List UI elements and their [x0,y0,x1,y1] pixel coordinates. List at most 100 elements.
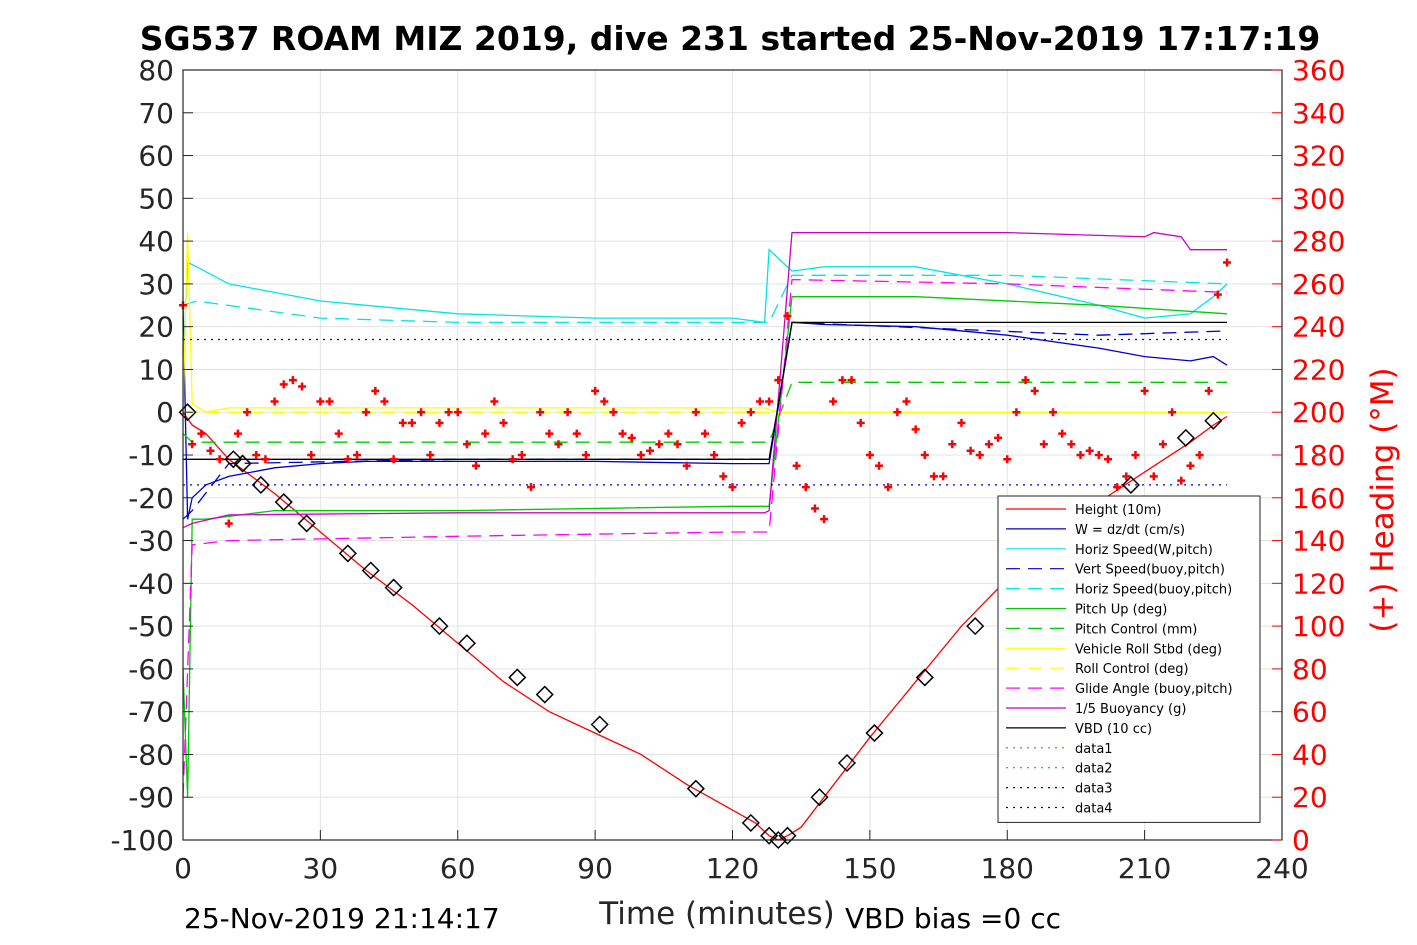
heading-point [1122,472,1131,481]
heading-point [929,472,938,481]
legend-entry: Vehicle Roll Stbd (deg) [1075,642,1222,657]
y-right-tick-label: 140 [1292,525,1345,558]
x-tick-label: 60 [440,852,476,885]
heading-point [188,440,197,449]
heading-point [1186,461,1195,470]
heading-point [682,461,691,470]
x-axis-ticks: 0 30 60 90 120 150 180 210 240 [174,830,1309,885]
heading-point [600,397,609,406]
y-right-tick-label: 160 [1292,482,1345,515]
chart-title: SG537 ROAM MIZ 2019, dive 231 started 25… [140,19,1321,58]
y-right-tick-label: 280 [1292,225,1345,258]
waypoint-marker [457,634,476,653]
heading-point [994,433,1003,442]
heading-point [1094,451,1103,459]
heading-point [865,451,874,459]
waypoint-marker [274,492,293,512]
legend-entry: data1 [1075,742,1113,757]
heading-point [1085,446,1094,455]
heading-point [1058,429,1067,438]
y-left-tick-label: -50 [128,610,174,643]
heading-point [829,397,838,406]
heading-point [719,472,728,481]
y-right-tick-label: 80 [1292,653,1328,686]
heading-point [398,418,407,427]
y-left-tick-label: -30 [128,525,174,558]
waypoint-marker [361,561,380,580]
heading-point [893,408,902,417]
heading-point [325,397,334,406]
heading-point [591,386,600,395]
series-line-11 [183,321,1227,460]
heading-point [856,418,865,427]
x-tick-label: 240 [1255,852,1308,885]
series-line-2 [182,248,1228,370]
heading-point [490,397,499,406]
heading-point [481,429,490,438]
heading-point [1030,386,1039,395]
heading-point [453,408,462,417]
waypoint-marker [1204,411,1223,430]
heading-point [847,376,856,385]
y-left-tick-label: 50 [138,182,174,215]
heading-point [215,455,224,464]
y-left-tick-label: -20 [128,482,174,515]
y-left-tick-label: 20 [138,311,174,344]
y-right-tick-label: 240 [1292,311,1345,344]
y-left-tick-label: 40 [138,225,174,258]
x-tick-label: 90 [577,852,613,885]
waypoint-marker [760,826,779,845]
heading-point [691,408,700,417]
legend-entry: Pitch Control (mm) [1075,622,1197,637]
heading-point [1012,408,1021,417]
legend-entry: Horiz Speed(W,pitch) [1075,543,1213,558]
heading-point [618,429,627,438]
heading-point [554,440,563,449]
heading-point [353,451,362,459]
y-right-tick-label: 300 [1292,182,1345,215]
waypoint-marker [535,685,554,704]
waypoint-marker [837,753,857,773]
heading-point [911,425,920,434]
heading-point [197,429,206,438]
heading-point [1067,440,1076,449]
series-line-5 [182,296,1228,798]
y-right-tick-label: 120 [1292,567,1345,600]
heading-point [545,429,554,438]
waypoint-marker [233,454,252,473]
heading-point [975,451,984,459]
y-left-tick-label: 80 [138,54,174,87]
y-left-tick-label: -70 [128,696,174,729]
heading-point [288,376,297,385]
y-left-tick-label: 70 [138,97,174,130]
y-right-tick-label: 360 [1292,54,1345,87]
heading-point [243,408,252,417]
waypoint-marker [297,514,316,533]
heading-point [362,408,371,417]
heading-point [1140,386,1149,395]
x-tick-label: 150 [843,852,896,885]
legend-entry: data4 [1075,802,1113,817]
heading-point [343,455,352,464]
heading-point [1195,451,1204,459]
heading-point [765,397,774,406]
heading-point [1204,386,1213,395]
heading-point [948,440,957,449]
heading-point [966,446,975,455]
y-left-tick-label: 0 [156,396,174,429]
heading-point [875,461,884,470]
heading-point [957,418,966,427]
legend-entry: data3 [1075,782,1113,797]
y-right-tick-label: 20 [1292,781,1328,814]
waypoint-marker [224,450,243,469]
x-tick-label: 180 [981,852,1034,885]
y-left-tick-label: -80 [128,738,174,771]
heading-point [728,483,737,492]
heading-point [426,451,435,459]
heading-point [407,418,416,427]
heading-point [1131,451,1140,459]
waypoint-marker [508,668,527,687]
legend-entry: Roll Control (deg) [1075,662,1189,677]
heading-point [1076,451,1085,459]
